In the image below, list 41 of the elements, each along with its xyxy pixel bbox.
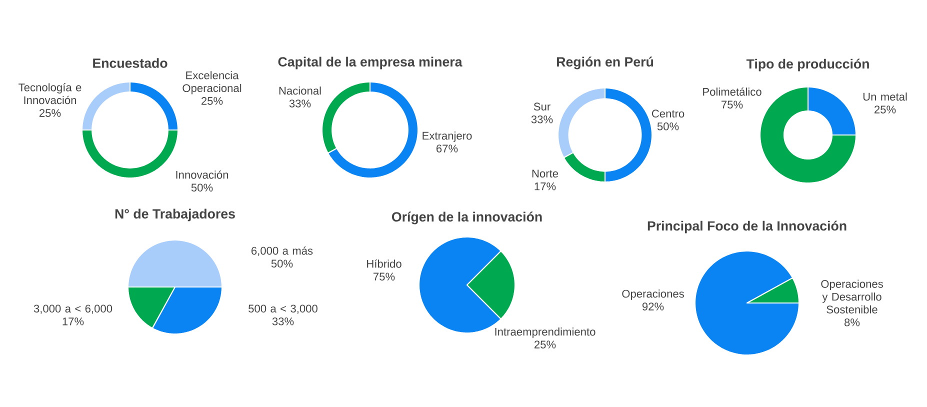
data-label: 33% <box>272 317 294 326</box>
slice-label: Híbrido <box>367 259 402 268</box>
data-label: 50% <box>271 260 293 268</box>
chart-title: Capital de la empresa minera <box>278 56 462 70</box>
slice-label: Innovación <box>176 170 228 179</box>
data-label: 25% <box>534 340 556 348</box>
data-label: 92% <box>642 302 664 310</box>
data-label: 50% <box>191 184 213 192</box>
slice-label: Sur <box>534 102 550 111</box>
chart-title: Tipo de producción <box>746 58 869 72</box>
slice-label: Extranjero <box>422 132 472 142</box>
data-label: 75% <box>374 272 395 281</box>
slice-label: Un metal <box>863 92 907 101</box>
slice-label: Centro <box>652 110 684 118</box>
chart-title: Región en Perú <box>557 56 654 70</box>
slice-label: Tecnología e Innovación <box>18 83 82 104</box>
chart-title: N° de Trabajadores <box>115 208 235 222</box>
slice-label: 6,000 a más <box>252 246 313 256</box>
slice-label: Operaciones <box>622 290 684 300</box>
data-label: 50% <box>657 122 679 130</box>
data-label: 33% <box>289 100 311 108</box>
slice-label: 500 a < 3,000 <box>248 304 318 314</box>
chart-title: Principal Foco de la Innovación <box>648 220 846 234</box>
slice-label: Intraemprendimiento <box>495 328 596 338</box>
data-label: 25% <box>39 109 61 117</box>
slice-label: Norte <box>532 170 558 178</box>
data-label: 17% <box>62 318 84 326</box>
data-label: 75% <box>722 100 743 109</box>
data-label: 25% <box>201 97 223 105</box>
data-label: 67% <box>436 144 458 152</box>
data-label: 25% <box>874 106 896 114</box>
slice-label: Excelencia Operacional <box>182 71 242 94</box>
data-label: 17% <box>534 182 556 190</box>
chart-title: Orígen de la innovación <box>392 212 542 224</box>
slice-label: Polimetálico <box>703 87 762 96</box>
chart-title: Encuestado <box>93 58 168 68</box>
slice-label: Nacional <box>279 86 321 95</box>
slice-label: Operaciones y Desarrollo Sostenible <box>821 280 883 314</box>
slice-label: 3,000 a < 6,000 <box>34 304 112 314</box>
data-label: 8% <box>844 318 860 326</box>
data-label: 33% <box>531 115 553 124</box>
